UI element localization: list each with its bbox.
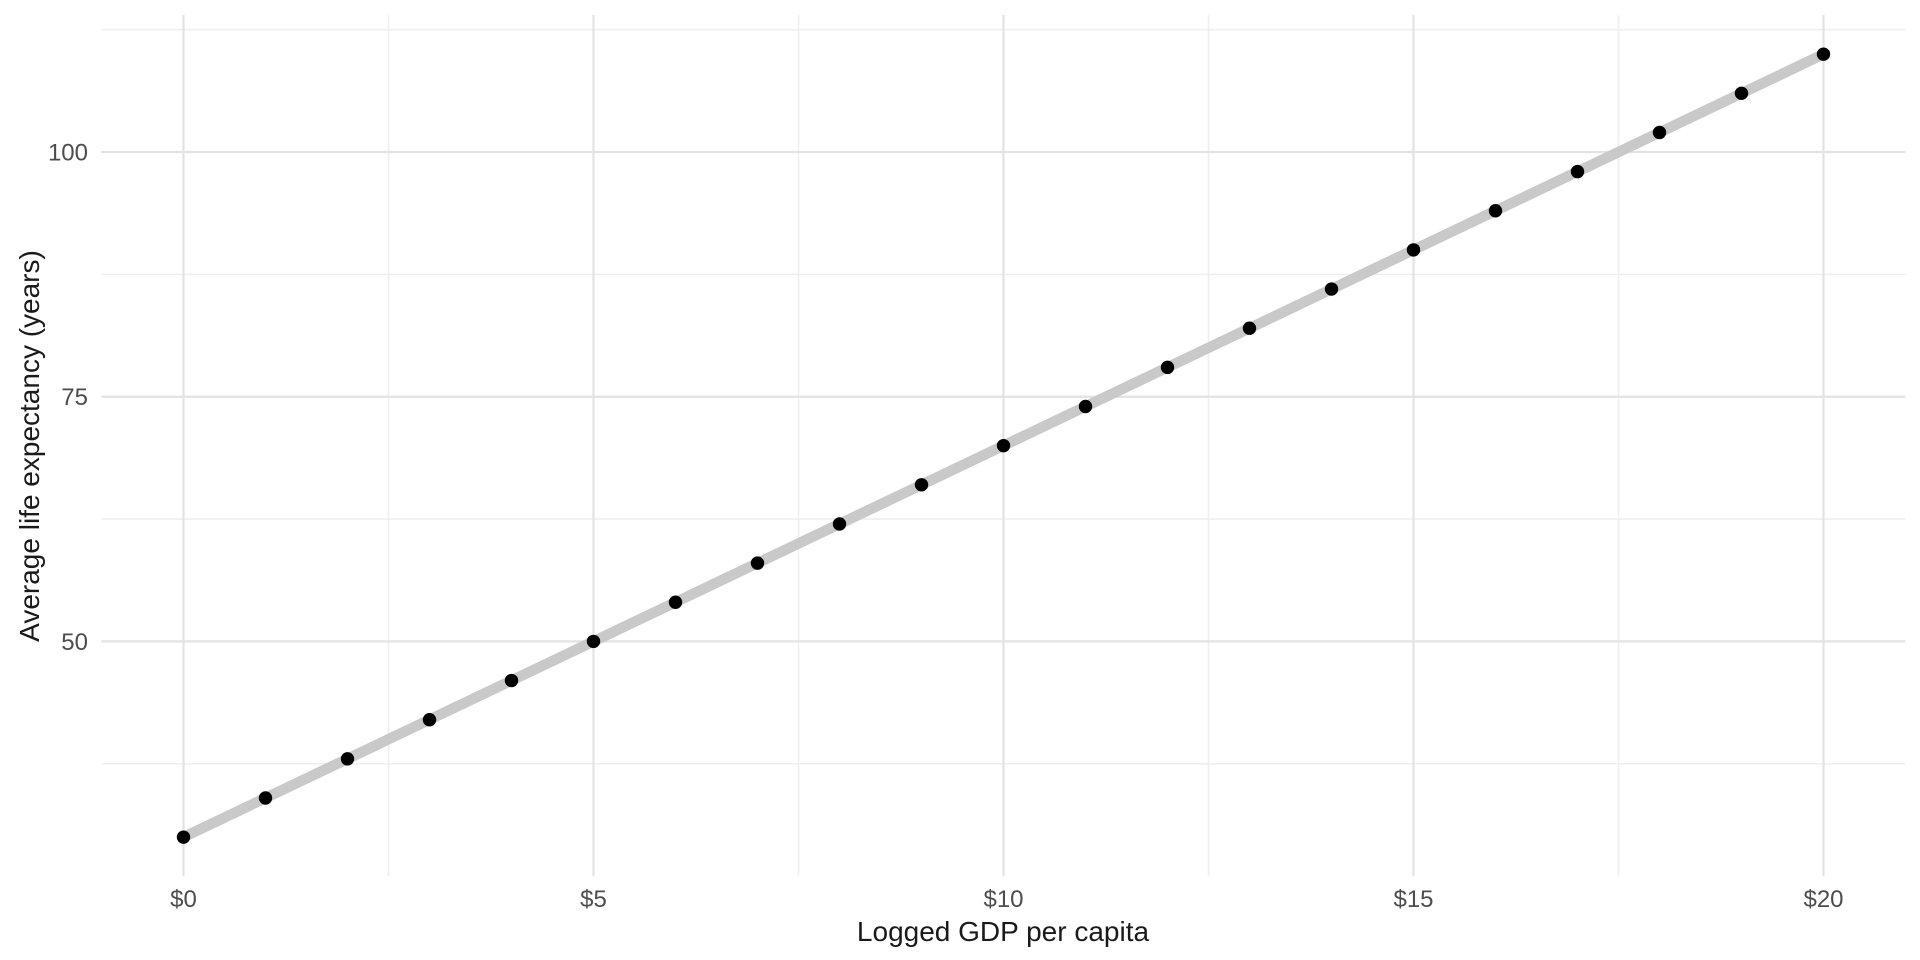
data-point [996, 438, 1011, 453]
data-point [914, 478, 929, 492]
y-tick-label: 100 [48, 140, 88, 167]
y-axis-title: Average life expectancy (years) [14, 250, 45, 642]
data-point [1406, 243, 1421, 257]
data-point [1078, 399, 1093, 414]
data-point [832, 517, 847, 531]
data-point [750, 556, 765, 570]
data-point [1734, 86, 1749, 101]
data-point [1652, 125, 1667, 140]
data-point [586, 634, 601, 649]
data-point [1324, 282, 1339, 296]
x-tick-label: $10 [983, 886, 1023, 913]
y-tick-label: 75 [61, 384, 88, 411]
data-point [1488, 204, 1503, 218]
data-point [504, 673, 519, 688]
data-point [1816, 47, 1831, 61]
data-point [422, 713, 437, 727]
data-point [1160, 360, 1175, 375]
data-point [340, 752, 355, 766]
data-point [258, 791, 273, 805]
x-tick-label: $20 [1803, 886, 1843, 913]
y-tick-label: 50 [61, 629, 88, 656]
data-point [668, 595, 683, 609]
x-tick-label: $5 [580, 886, 607, 913]
x-tick-label: $0 [170, 886, 197, 913]
data-point [176, 830, 191, 844]
x-axis-title: Logged GDP per capita [856, 916, 1150, 947]
x-tick-label: $15 [1393, 886, 1433, 913]
data-point [1570, 164, 1585, 179]
data-point [1242, 321, 1257, 335]
